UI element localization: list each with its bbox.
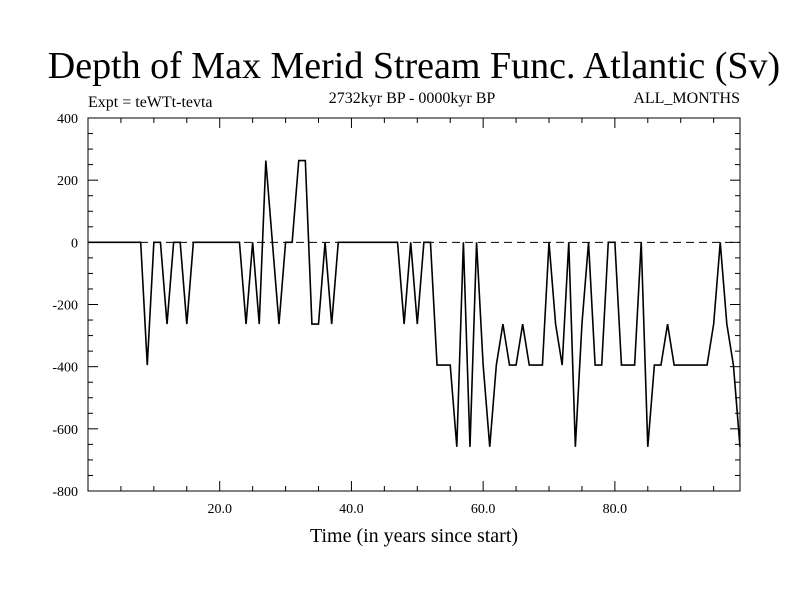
- axis-tick-labels: 20.0 40.0 60.0 80.0 400 200 0 -200 -400 -600 -800: [52, 112, 627, 517]
- y-tick-label: -800: [52, 485, 78, 500]
- experiment-label: Expt = teWTt-tevta: [88, 94, 213, 111]
- y-tick-label: 400: [57, 112, 78, 127]
- y-tick-label: 0: [71, 236, 78, 251]
- x-axis-label: Time (in years since start): [310, 525, 518, 547]
- y-tick-label: -600: [52, 423, 78, 438]
- x-tick-label: 40.0: [339, 502, 364, 517]
- time-range-label: 2732kyr BP - 0000kyr BP: [329, 90, 496, 107]
- x-tick-label: 60.0: [471, 502, 496, 517]
- plot-area: 20.0 40.0 60.0 80.0 400 200 0 -200 -400 -600 -800: [52, 112, 741, 517]
- x-tick-label: 80.0: [603, 502, 628, 517]
- y-tick-label: -400: [52, 361, 78, 376]
- series-line: [88, 159, 741, 447]
- axis-ticks: [88, 118, 740, 491]
- y-tick-label: -200: [52, 299, 78, 314]
- chart-title: Depth of Max Merid Stream Func. Atlantic…: [48, 45, 780, 87]
- x-tick-label: 20.0: [207, 502, 232, 517]
- months-label: ALL_MONTHS: [633, 90, 740, 107]
- y-tick-label: 200: [57, 174, 78, 189]
